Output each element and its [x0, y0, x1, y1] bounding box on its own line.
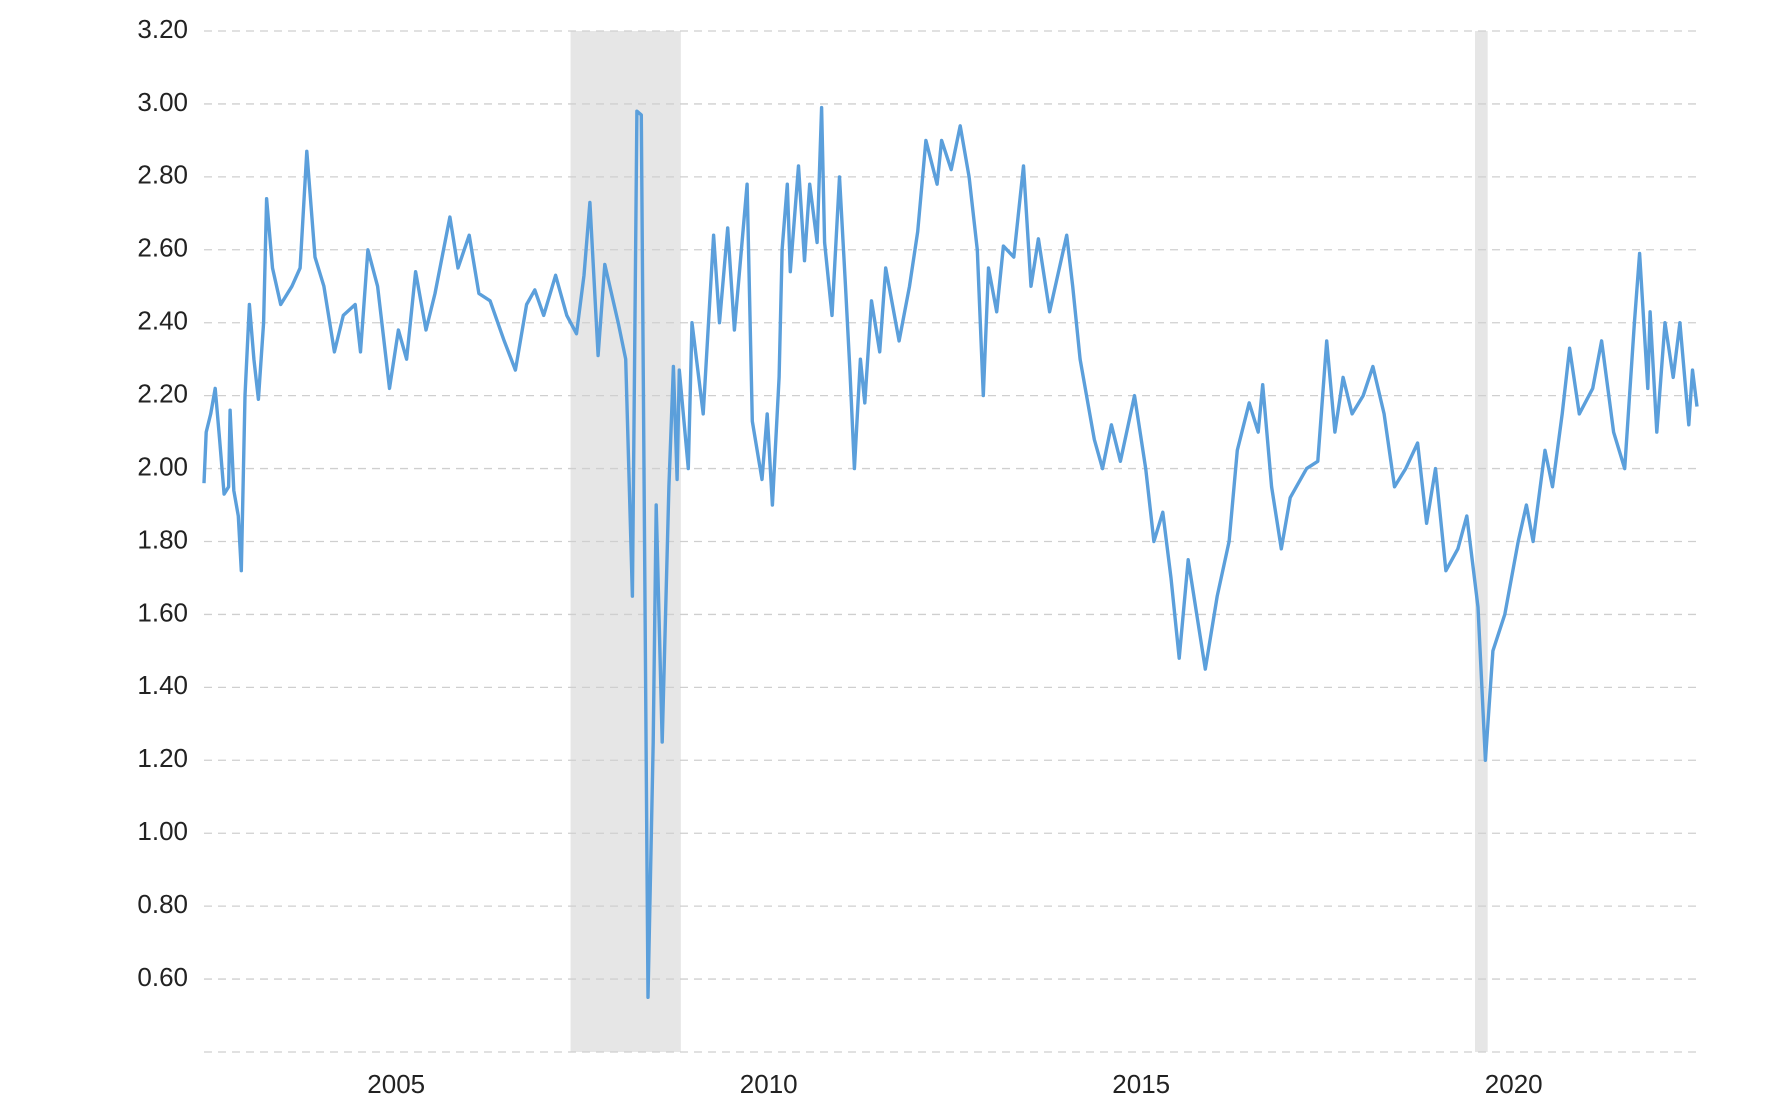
y-tick-label: 0.60: [137, 962, 188, 992]
x-tick-label: 2005: [367, 1069, 425, 1099]
y-tick-label: 1.40: [137, 670, 188, 700]
x-tick-label: 2010: [740, 1069, 798, 1099]
y-tick-label: 2.20: [137, 379, 188, 409]
y-tick-label: 1.20: [137, 743, 188, 773]
data-line: [202, 105, 1699, 999]
y-tick-label: 0.80: [137, 889, 188, 919]
y-tick-label: 2.80: [137, 160, 188, 190]
y-tick-label: 2.60: [137, 233, 188, 263]
y-tick-label: 2.40: [137, 306, 188, 336]
y-tick-label: 1.60: [137, 597, 188, 627]
y-tick-label: 3.00: [137, 87, 188, 117]
x-tick-label: 2015: [1112, 1069, 1170, 1099]
y-tick-label: 3.20: [137, 14, 188, 44]
x-tick-label: 2020: [1485, 1069, 1543, 1099]
y-tick-label: 2.00: [137, 451, 188, 481]
y-tick-label: 1.80: [137, 524, 188, 554]
y-tick-label: 1.00: [137, 816, 188, 846]
